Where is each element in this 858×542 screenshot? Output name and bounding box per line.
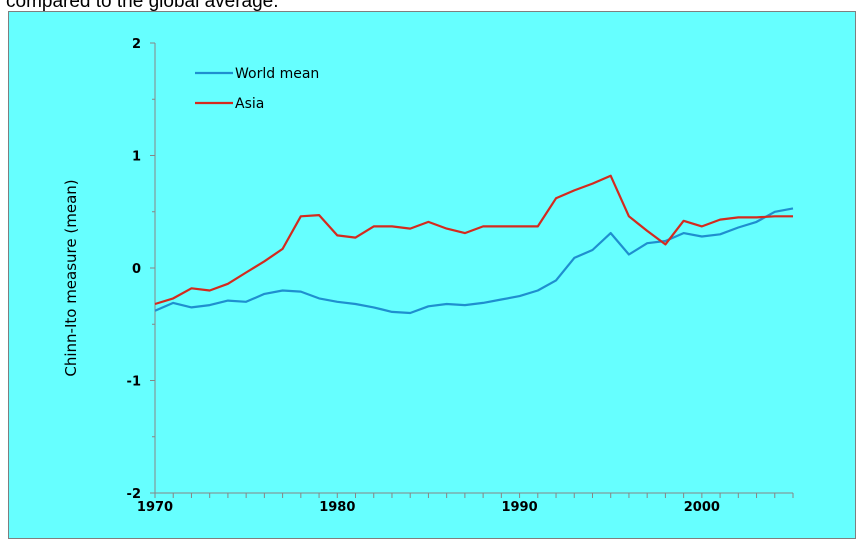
- legend-label-world-mean: World mean: [235, 66, 319, 82]
- x-tick-label: 2000: [684, 500, 720, 515]
- x-tick-label: 1970: [137, 500, 173, 515]
- x-tick-label: 1980: [319, 500, 355, 515]
- series-line-world-mean: [154, 207, 794, 315]
- y-axis-label: Chinn-Ito measure (mean): [62, 179, 80, 376]
- series-lines: [154, 174, 794, 315]
- caption-text: compared to the global average.: [6, 0, 279, 12]
- legend-label-asia: Asia: [235, 96, 264, 112]
- y-tick-label: -1: [127, 375, 141, 390]
- y-tick-label: 2: [132, 37, 141, 52]
- chart-area: 2 1 0 -1 -2 1970 1980 1990 2000 Chinn-Ito measure…: [8, 11, 856, 539]
- y-tick-label: -2: [127, 487, 141, 502]
- y-tick-label: 0: [132, 262, 141, 277]
- y-tick-label: 1: [132, 150, 141, 165]
- legend: World mean Asia: [195, 66, 319, 112]
- x-tick-label: 1990: [501, 500, 537, 515]
- series-line-asia: [154, 174, 793, 306]
